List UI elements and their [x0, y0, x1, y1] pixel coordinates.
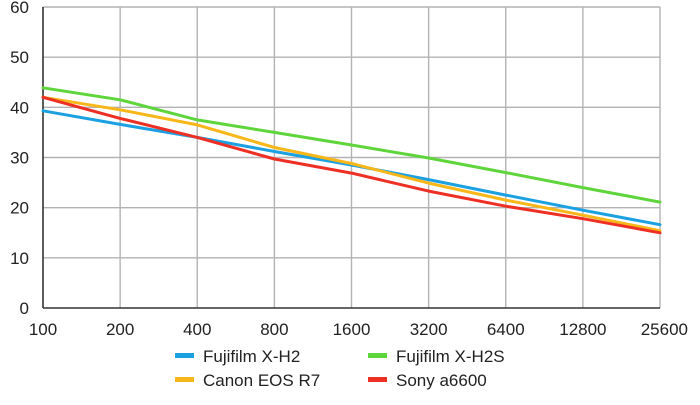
legend: Fujifilm X-H2 Fujifilm X-H2S Canon EOS R7 S… [175, 347, 505, 390]
x-tick-label: 12800 [559, 320, 606, 339]
legend-swatch-sony-a6600 [368, 377, 387, 382]
x-tick-label: 6400 [487, 320, 525, 339]
y-tick-label: 60 [10, 0, 29, 17]
y-tick-label: 30 [10, 149, 29, 168]
legend-swatch-fujifilm-x-h2 [175, 353, 194, 358]
y-tick-labels: 0 10 20 30 40 50 60 [10, 0, 29, 318]
x-tick-label: 1600 [333, 320, 371, 339]
series-line-fujifilm-x-h2s [41, 86, 662, 204]
legend-label-fujifilm-x-h2s: Fujifilm X-H2S [396, 347, 505, 366]
x-tick-label: 800 [260, 320, 288, 339]
series-line-sony-a6600 [41, 95, 662, 235]
x-tick-label: 400 [183, 320, 211, 339]
gridlines [43, 6, 661, 308]
y-tick-label: 40 [10, 98, 29, 117]
legend-swatch-fujifilm-x-h2s [368, 353, 387, 358]
x-tick-labels: 100 200 400 800 1600 3200 6400 12800 25600 [29, 320, 688, 339]
series-lines [41, 86, 662, 235]
legend-label-sony-a6600: Sony a6600 [396, 371, 487, 390]
x-tick-label: 100 [29, 320, 57, 339]
axes [42, 7, 660, 309]
x-tick-label: 3200 [410, 320, 448, 339]
y-tick-label: 0 [20, 299, 29, 318]
x-tick-label: 200 [106, 320, 134, 339]
legend-label-canon-eos-r7: Canon EOS R7 [203, 371, 320, 390]
series-line-canon-eos-r7 [41, 95, 662, 233]
y-tick-label: 20 [10, 199, 29, 218]
legend-label-fujifilm-x-h2: Fujifilm X-H2 [203, 347, 300, 366]
legend-swatch-canon-eos-r7 [175, 377, 194, 382]
x-tick-label: 25600 [641, 320, 688, 339]
y-tick-label: 10 [10, 249, 29, 268]
y-tick-label: 50 [10, 48, 29, 67]
